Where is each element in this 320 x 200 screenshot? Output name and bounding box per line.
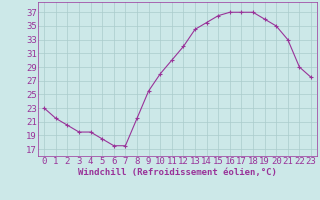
X-axis label: Windchill (Refroidissement éolien,°C): Windchill (Refroidissement éolien,°C) — [78, 168, 277, 177]
